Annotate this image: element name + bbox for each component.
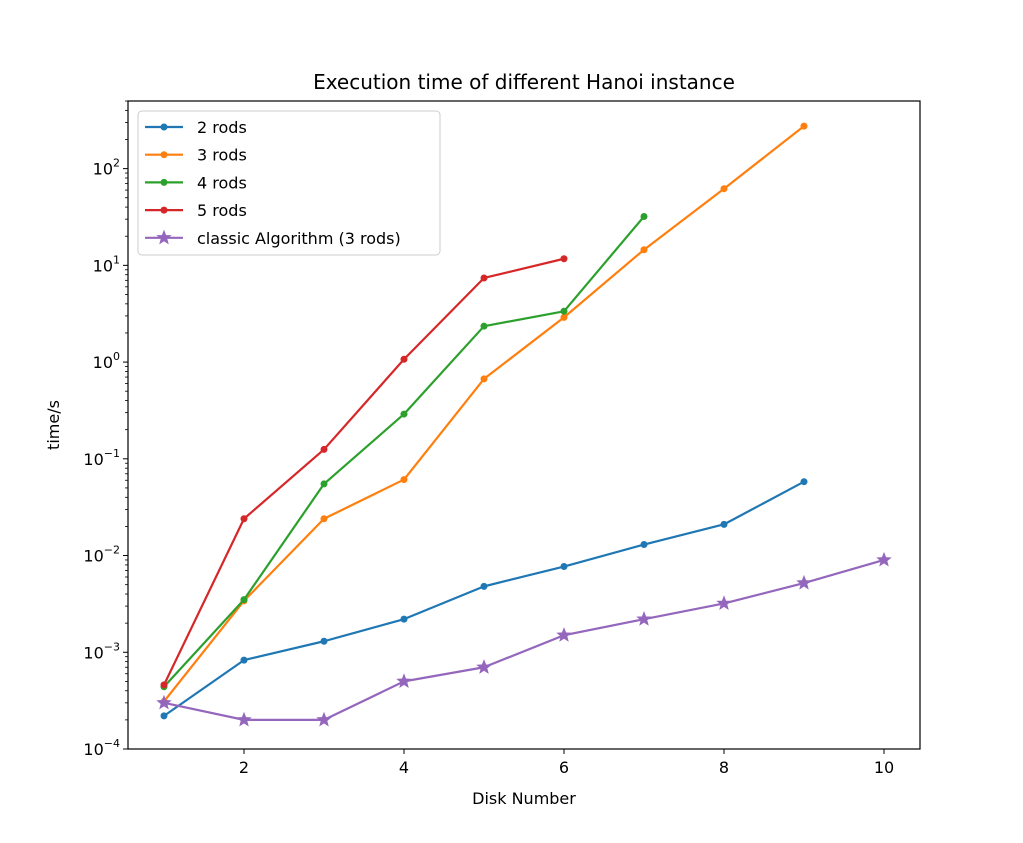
series-4 — [156, 551, 892, 727]
legend: 2 rods 3 rods 4 rods 5 rods classic Algorith… — [137, 110, 441, 256]
data-point — [800, 122, 808, 130]
y-tick-label: 101 — [93, 253, 120, 275]
data-point — [240, 596, 248, 604]
y-tick-label: 10−2 — [83, 544, 120, 566]
y-tick-label: 100 — [93, 350, 120, 372]
x-tick-label: 10 — [874, 758, 894, 777]
legend-label: 2 rods — [197, 118, 247, 137]
data-point — [716, 595, 732, 610]
legend-swatch-marker — [160, 151, 168, 159]
data-point — [480, 322, 488, 330]
series-3 — [160, 255, 568, 689]
data-point — [476, 659, 492, 674]
chart-title: Execution time of different Hanoi instan… — [313, 70, 735, 94]
y-tick-label: 102 — [93, 157, 120, 179]
data-point — [480, 375, 488, 383]
series-layer — [156, 122, 892, 727]
x-tick-label: 2 — [239, 758, 249, 777]
x-tick-label: 4 — [399, 758, 409, 777]
data-point — [320, 637, 328, 645]
data-point — [320, 480, 328, 488]
data-point — [720, 185, 728, 193]
data-point — [320, 515, 328, 523]
series-line — [163, 257, 565, 686]
data-point — [400, 410, 408, 418]
series-0 — [160, 478, 808, 720]
data-point — [160, 712, 168, 720]
data-point — [316, 711, 332, 727]
legend-label: 4 rods — [197, 173, 247, 192]
x-axis-label: Disk Number — [472, 789, 576, 808]
data-point — [556, 627, 572, 642]
axes-layer: 2 4 6 8 10 10−4 10−3 10−2 10−1 100 101 102 — [83, 100, 894, 777]
data-point — [320, 445, 328, 453]
data-point — [640, 246, 648, 254]
data-point — [796, 574, 812, 590]
x-tick-label: 8 — [719, 758, 729, 777]
legend-label: 3 rods — [197, 146, 247, 165]
data-point — [720, 520, 728, 528]
data-point — [400, 476, 408, 484]
data-point — [160, 681, 168, 689]
data-point — [800, 478, 808, 486]
data-point — [400, 615, 408, 623]
y-tick-label: 10−4 — [83, 737, 120, 759]
data-point — [560, 313, 568, 321]
data-point — [156, 694, 172, 710]
data-point — [240, 515, 248, 523]
data-point — [400, 355, 408, 363]
data-point — [640, 212, 648, 220]
series-line — [163, 558, 885, 721]
legend-box — [137, 110, 441, 256]
legend-swatch-marker — [160, 206, 168, 214]
plot-frame — [127, 100, 921, 750]
legend-label: classic Algorithm (3 rods) — [197, 229, 401, 248]
legend-swatch-marker — [160, 123, 168, 131]
legend-swatch-marker — [156, 229, 172, 245]
data-point — [560, 307, 568, 315]
x-tick-label: 6 — [559, 758, 569, 777]
data-point — [240, 656, 248, 664]
data-point — [396, 673, 412, 688]
data-point — [560, 255, 568, 263]
data-point — [560, 563, 568, 571]
legend-swatch-marker — [160, 178, 168, 186]
data-point — [236, 711, 252, 727]
series-2 — [160, 212, 648, 691]
legend-label: 5 rods — [197, 201, 247, 220]
y-tick-label: 10−1 — [83, 447, 120, 469]
y-tick-label: 10−3 — [83, 640, 120, 662]
data-point — [480, 582, 488, 590]
data-point — [640, 541, 648, 549]
data-point — [480, 274, 488, 282]
data-point — [876, 551, 892, 567]
y-axis-label: time/s — [44, 400, 63, 450]
data-point — [636, 611, 652, 626]
